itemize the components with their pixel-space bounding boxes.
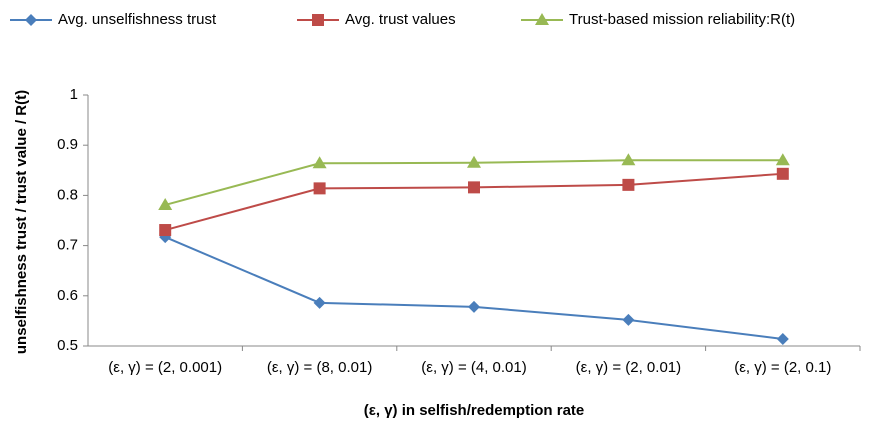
y-tick-label: 0.6 [57,287,78,304]
y-tick-label: 1 [70,86,78,103]
data-point [621,153,636,166]
y-tick-label: 0.5 [57,337,78,354]
data-point [313,182,326,195]
series-line [164,236,783,340]
data-point [312,156,327,169]
data-point [468,300,480,313]
x-tick-label: (ε, γ) = (2, 0.01) [576,359,681,376]
legend-marker [535,13,549,25]
data-point [622,178,635,191]
data-point [158,197,173,210]
legend-marker [312,14,324,26]
y-tick-label: 0.8 [57,186,78,203]
legend-label: Trust-based mission reliability:R(t) [569,11,795,28]
data-point [775,153,790,166]
data-point [776,332,789,345]
data-point [468,181,480,194]
legend-label: Avg. unselfishness trust [58,11,217,28]
data-point [622,313,635,326]
legend-marker [25,14,37,26]
legend-label: Avg. trust values [345,11,456,28]
data-point [313,296,326,309]
x-tick-label: (ε, γ) = (2, 0.001) [108,359,222,376]
x-axis-label: (ε, γ) in selfish/redemption rate [364,402,585,419]
x-tick-label: (ε, γ) = (2, 0.1) [734,359,831,376]
y-tick-label: 0.9 [57,136,78,153]
data-point [467,155,481,168]
x-tick-label: (ε, γ) = (8, 0.01) [267,359,372,376]
y-axis-label: unselfishness trust / trust value / R(t) [13,90,30,354]
x-tick-label: (ε, γ) = (4, 0.01) [421,359,526,376]
y-tick-label: 0.7 [57,237,78,254]
data-point [159,224,172,237]
data-point [776,167,789,180]
